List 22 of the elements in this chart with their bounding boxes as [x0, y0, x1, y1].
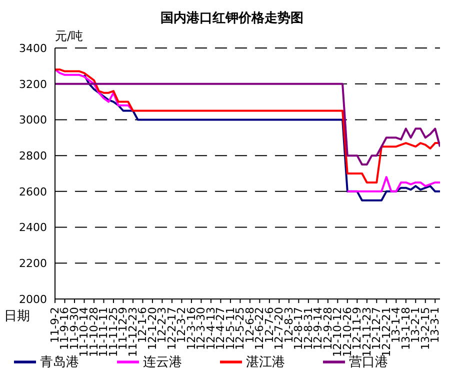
legend-label: 连云港: [143, 354, 182, 370]
y-tick-label: 2600: [19, 185, 47, 198]
x-tick-label: 11-11-25: [106, 307, 120, 357]
x-tick-label: 12-6-8: [243, 307, 256, 343]
y-tick-label: 3400: [19, 42, 47, 55]
legend-label: 营口港: [349, 354, 388, 370]
x-tick-label: 12-9-28: [321, 307, 334, 350]
x-tick-label: 13-3-1: [428, 307, 442, 343]
legend-label: 青岛港: [40, 354, 79, 370]
chart-title: 国内港口红钾价格走势图: [160, 10, 304, 26]
x-axis-title: 日期: [4, 309, 30, 324]
y-tick-label: 2800: [19, 149, 47, 162]
x-tick-label: 11-10-28: [87, 307, 100, 357]
line-series: [55, 82, 440, 166]
y-tick-label: 2200: [19, 257, 47, 270]
y-tick-label: 2400: [19, 221, 47, 234]
y-tick-label: 3200: [19, 78, 47, 91]
y-tick-label: 2000: [19, 292, 47, 306]
legend-label: 湛江港: [246, 354, 285, 370]
y-tick-label: 3000: [19, 114, 47, 127]
y-axis-title: 元/吨: [55, 29, 84, 43]
line-series: [83, 74, 440, 202]
